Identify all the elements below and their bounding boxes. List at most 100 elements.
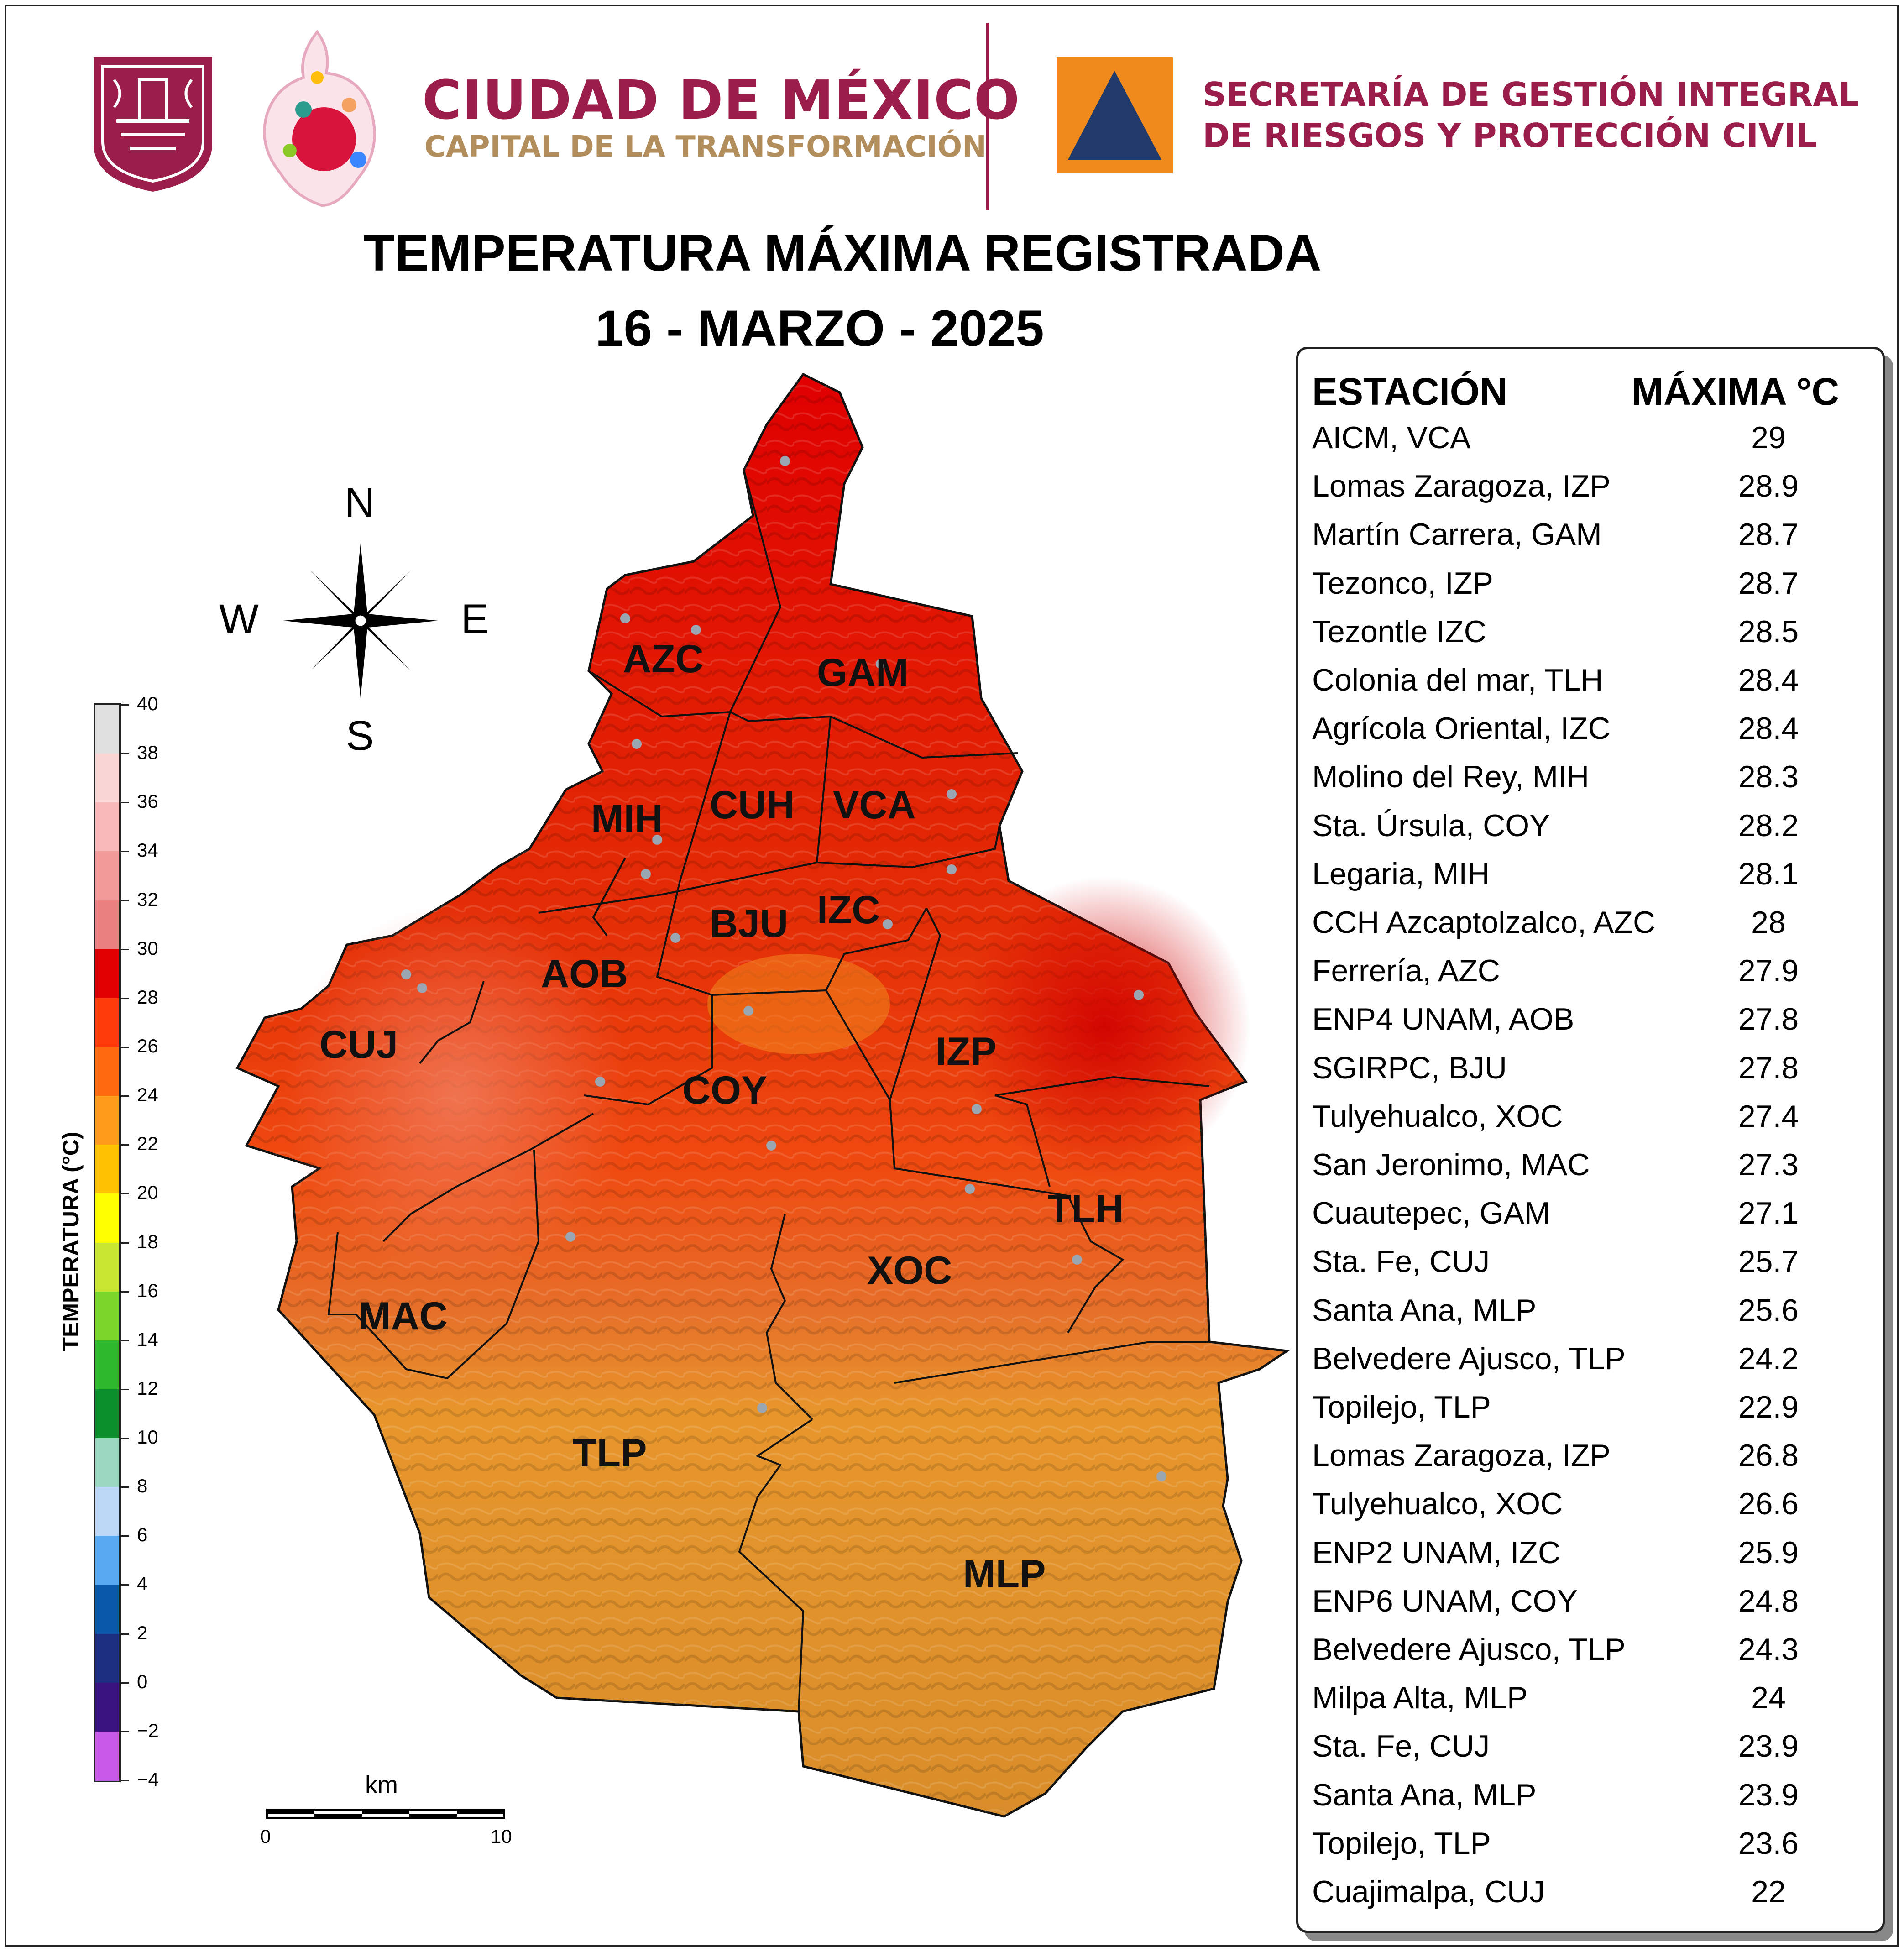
station-row: Legaria, MIH 28.1 bbox=[1312, 856, 1873, 905]
station-name: Topilejo, TLP bbox=[1312, 1826, 1491, 1861]
colorbar-tick-label: 36 bbox=[137, 790, 158, 812]
colorbar-segment bbox=[95, 802, 119, 852]
colorbar-tick-label: 30 bbox=[137, 937, 158, 959]
colorbar-tick-mark bbox=[121, 802, 129, 804]
colorbar-tick-label: 40 bbox=[137, 693, 158, 714]
station-max-temp: 27.8 bbox=[1738, 1050, 1799, 1085]
station-row: Lomas Zaragoza, IZP 26.8 bbox=[1312, 1438, 1873, 1486]
station-max-temp: 27.1 bbox=[1738, 1196, 1799, 1231]
colorbar-tick-mark bbox=[121, 753, 129, 755]
station-name: Belvedere Ajusco, TLP bbox=[1312, 1341, 1626, 1376]
station-row: Molino del Rey, MIH 28.3 bbox=[1312, 759, 1873, 807]
label-mih: MIH bbox=[591, 797, 663, 841]
station-name: SGIRPC, BJU bbox=[1312, 1050, 1507, 1085]
station-row: Topilejo, TLP 22.9 bbox=[1312, 1389, 1873, 1438]
colorbar-segment bbox=[95, 1145, 119, 1194]
colorbar-tick-mark bbox=[121, 1388, 129, 1390]
station-name: ENP4 UNAM, AOB bbox=[1312, 1002, 1574, 1037]
station-max-temp: 24.3 bbox=[1738, 1632, 1799, 1667]
station-name: Lomas Zaragoza, IZP bbox=[1312, 469, 1611, 504]
station-max-temp: 28 bbox=[1751, 905, 1786, 940]
compass-north-label: N bbox=[345, 480, 375, 526]
station-name: Santa Ana, MLP bbox=[1312, 1777, 1537, 1812]
colorbar-tick-mark bbox=[121, 948, 129, 950]
colorbar-tick-label: −2 bbox=[137, 1719, 159, 1741]
station-row: SGIRPC, BJU 27.8 bbox=[1312, 1050, 1873, 1099]
colorbar-segment bbox=[95, 1633, 119, 1683]
station-row: AICM, VCA 29 bbox=[1312, 420, 1873, 468]
colorbar-tick-mark bbox=[121, 851, 129, 853]
colorbar-tick-label: 18 bbox=[137, 1230, 158, 1252]
station-name: Ferrería, AZC bbox=[1312, 953, 1500, 989]
scale-bar-start: 0 bbox=[260, 1826, 271, 1847]
station-row: San Jeronimo, MAC 27.3 bbox=[1312, 1147, 1873, 1195]
station-name: Milpa Alta, MLP bbox=[1312, 1680, 1528, 1716]
colorbar-tick-label: 6 bbox=[137, 1524, 148, 1546]
colorbar-tick-label: 12 bbox=[137, 1377, 158, 1399]
station-row: Agrícola Oriental, IZC 28.4 bbox=[1312, 711, 1873, 759]
colorbar-segment bbox=[95, 1731, 119, 1781]
station-max-temp: 28.4 bbox=[1738, 711, 1799, 746]
colorbar-segment bbox=[95, 998, 119, 1047]
station-row: Cuautepec, GAM 27.1 bbox=[1312, 1195, 1873, 1244]
station-max-temp: 25.9 bbox=[1738, 1535, 1799, 1570]
colorbar-tick-mark bbox=[121, 1340, 129, 1341]
station-row: Tezontle IZC 28.5 bbox=[1312, 614, 1873, 662]
colorbar-tick-label: 28 bbox=[137, 986, 158, 1008]
station-row: Belvedere Ajusco, TLP 24.3 bbox=[1312, 1632, 1873, 1680]
colorbar-tick-label: 32 bbox=[137, 888, 158, 910]
colorbar-tick-label: 22 bbox=[137, 1133, 158, 1155]
station-name: Tezonco, IZP bbox=[1312, 565, 1493, 601]
station-name: ENP6 UNAM, COY bbox=[1312, 1583, 1578, 1618]
colorbar-segment bbox=[95, 1242, 119, 1292]
colorbar-tick-mark bbox=[121, 1682, 129, 1684]
station-max-temp: 28.2 bbox=[1738, 808, 1799, 843]
colorbar-tick-label: −4 bbox=[137, 1769, 159, 1790]
colorbar-tick-label: 10 bbox=[137, 1426, 158, 1448]
cdmx-subtitle: CAPITAL DE LA TRANSFORMACIÓN bbox=[424, 130, 987, 164]
station-name: Tezontle IZC bbox=[1312, 614, 1486, 649]
station-row: Sta. Fe, CUJ 23.9 bbox=[1312, 1728, 1873, 1777]
station-max-temp: 25.7 bbox=[1738, 1244, 1799, 1279]
label-aob: AOB bbox=[541, 952, 628, 996]
station-name: AICM, VCA bbox=[1312, 420, 1471, 455]
station-table: ESTACIÓN MÁXIMA °C AICM, VCA 29 Lomas Zara… bbox=[1296, 347, 1885, 1933]
station-row: ENP4 UNAM, AOB 27.8 bbox=[1312, 1001, 1873, 1050]
colorbar-tick-mark bbox=[121, 1633, 129, 1635]
colorbar-tick-label: 24 bbox=[137, 1084, 158, 1106]
label-izp: IZP bbox=[936, 1030, 997, 1073]
colorbar-segment bbox=[95, 949, 119, 999]
station-max-temp: 26.8 bbox=[1738, 1438, 1799, 1473]
label-cuh: CUH bbox=[710, 783, 795, 827]
colorbar-segment bbox=[95, 1682, 119, 1732]
colorbar-tick-label: 2 bbox=[137, 1622, 148, 1643]
colorbar-tick-mark bbox=[121, 1731, 129, 1732]
station-name: Lomas Zaragoza, IZP bbox=[1312, 1438, 1611, 1473]
map-title: TEMPERATURA MÁXIMA REGISTRADA bbox=[363, 225, 1322, 282]
colorbar-segment bbox=[95, 1536, 119, 1586]
station-row: Milpa Alta, MLP 24 bbox=[1312, 1680, 1873, 1728]
label-tlh: TLH bbox=[1047, 1187, 1124, 1231]
station-name: Agrícola Oriental, IZC bbox=[1312, 711, 1611, 746]
label-azc: AZC bbox=[623, 637, 704, 681]
station-max-temp: 22.9 bbox=[1738, 1390, 1799, 1424]
station-row: Tulyehualco, XOC 26.6 bbox=[1312, 1486, 1873, 1534]
station-max-temp: 22 bbox=[1751, 1874, 1786, 1909]
colorbar-tick-mark bbox=[121, 1144, 129, 1146]
cdmx-title: CIUDAD DE MÉXICO bbox=[422, 68, 1020, 131]
colorbar-tick-mark bbox=[121, 1438, 129, 1439]
station-row: Belvedere Ajusco, TLP 24.2 bbox=[1312, 1341, 1873, 1389]
station-max-temp: 25.6 bbox=[1738, 1293, 1799, 1328]
station-name: CCH Azcaptolzalco, AZC bbox=[1312, 905, 1656, 940]
scale-bar-unit: km bbox=[365, 1771, 398, 1799]
label-gam: GAM bbox=[817, 651, 909, 695]
station-row: Cuajimalpa, CUJ 22 bbox=[1312, 1874, 1873, 1922]
colorbar-segment bbox=[95, 754, 119, 803]
station-name: Topilejo, TLP bbox=[1312, 1390, 1491, 1424]
colorbar-tick-label: 26 bbox=[137, 1035, 158, 1057]
colorbar-tick-mark bbox=[121, 1242, 129, 1244]
station-row: ENP6 UNAM, COY 24.8 bbox=[1312, 1583, 1873, 1632]
colorbar-segment bbox=[95, 1585, 119, 1634]
colorbar-title: TEMPERATURA (°C) bbox=[58, 1131, 84, 1351]
